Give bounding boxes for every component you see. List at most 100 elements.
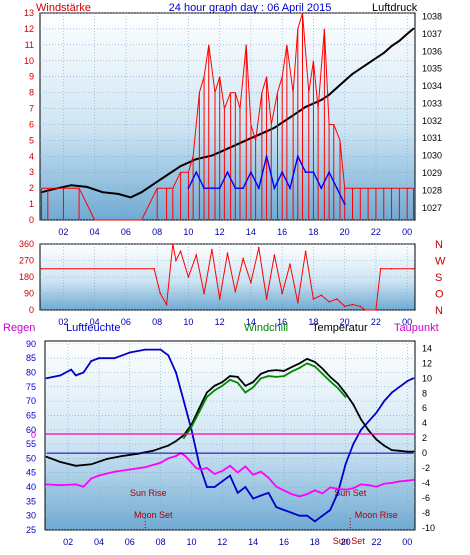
point-temperatur: [167, 444, 170, 447]
wind-speed-point: [320, 187, 323, 190]
direction-point: [179, 250, 182, 253]
wind-speed-point: [242, 187, 245, 190]
point-taupunkt: [229, 464, 231, 467]
compass-label: S: [435, 272, 442, 284]
temperature-tick-label: -8: [422, 508, 430, 518]
time-tick-label: 04: [94, 537, 104, 547]
time-tick-label: 14: [246, 317, 256, 327]
direction-point: [289, 263, 291, 265]
point-taupunkt: [406, 479, 409, 482]
direction-point: [343, 305, 346, 308]
pressure-point: [85, 186, 88, 188]
pressure-point: [406, 32, 409, 35]
pressure-tick-label: 1033: [422, 98, 442, 108]
wind-speed-point: [226, 171, 229, 174]
point-temperatur: [367, 429, 370, 432]
dewpoint-label: Taupunkt: [394, 322, 439, 334]
compass-label: O: [435, 289, 444, 301]
humidity-tick-label: 45: [26, 468, 36, 478]
annotation-label: Sun Set: [334, 488, 367, 498]
pressure-point: [101, 191, 104, 194]
point-luftfeuchte: [412, 377, 415, 380]
point-luftfeuchte: [74, 374, 77, 377]
temperature-tick-label: -2: [422, 463, 430, 473]
time-tick-label: 22: [371, 317, 381, 327]
time-tick-label: 04: [90, 227, 100, 237]
wind-speed-point: [335, 187, 338, 190]
wind-speed-point: [265, 155, 268, 158]
direction-point: [187, 276, 190, 278]
time-tick-label: 08: [152, 227, 162, 237]
pressure-tick-label: 1035: [422, 64, 442, 74]
wind-tick-label: 4: [29, 151, 34, 161]
wind-speed-point: [210, 187, 213, 190]
pressure-point: [382, 52, 385, 54]
humidity-tick-label: 75: [26, 382, 36, 392]
wind-speed-point: [250, 171, 252, 174]
temperature-tick-label: 4: [422, 418, 427, 428]
wind-tick-label: 2: [29, 183, 34, 193]
direction-point: [203, 292, 205, 295]
point-temperatur: [175, 440, 177, 443]
pressure-point: [70, 184, 73, 187]
point-taupunkt: [213, 473, 216, 475]
time-tick-label: 14: [246, 227, 256, 237]
point-temperatur: [244, 384, 247, 387]
temperature-tick-label: 10: [422, 373, 432, 383]
point-windchill: [344, 396, 347, 398]
chart-title: 24 hour graph day : 06 April 2015: [169, 2, 332, 14]
point-taupunkt: [252, 473, 255, 476]
point-luftfeuchte: [406, 380, 409, 382]
direction-point: [242, 257, 244, 260]
point-windchill: [321, 372, 324, 375]
point-taupunkt: [321, 492, 324, 495]
annotation-label: Sun Set: [333, 536, 366, 546]
pressure-tick-label: 1034: [422, 81, 442, 91]
point-taupunkt: [329, 486, 332, 489]
time-tick-label: 02: [58, 317, 68, 327]
pressure-tick-label: 1030: [422, 151, 442, 161]
wind-speed-point: [218, 187, 221, 190]
point-temperatur: [267, 369, 270, 372]
wind-speed-point: [203, 187, 205, 190]
wind-tick-label: 8: [29, 88, 34, 98]
compass-label: W: [435, 256, 446, 268]
time-tick-label: 18: [308, 317, 318, 327]
point-taupunkt: [199, 468, 202, 471]
point-temperatur: [252, 381, 255, 383]
series-line-windchill: [183, 362, 347, 439]
time-tick-label: 04: [90, 317, 100, 327]
pressure-tick-label: 1037: [422, 29, 442, 39]
humidity-panel-bg: [44, 340, 416, 531]
point-windchill: [229, 378, 231, 381]
point-taupunkt: [190, 461, 193, 464]
point-taupunkt: [113, 470, 116, 473]
point-luftfeuchte: [90, 360, 93, 362]
wind-speed-point: [289, 187, 291, 190]
point-taupunkt: [290, 493, 293, 496]
pressure-point: [412, 27, 415, 30]
point-windchill: [259, 377, 262, 380]
pressure-tick-label: 1029: [422, 168, 442, 178]
gust-series-line: [41, 12, 414, 221]
wind-tick-label: 0: [29, 215, 34, 225]
point-windchill: [205, 396, 208, 398]
point-taupunkt: [184, 455, 187, 457]
point-temperatur: [90, 463, 93, 466]
point-luftfeuchte: [375, 411, 378, 414]
header-left-label: Windstärke: [36, 2, 91, 14]
compass-label: N: [435, 305, 443, 317]
point-luftfeuchte: [175, 371, 177, 374]
point-luftfeuchte: [321, 514, 324, 517]
point-taupunkt: [128, 468, 131, 471]
point-luftfeuchte: [198, 463, 201, 466]
point-temperatur: [45, 455, 48, 458]
direction-point: [351, 303, 354, 306]
point-luftfeuchte: [113, 357, 116, 360]
wind-speed-point: [312, 171, 315, 174]
point-taupunkt: [195, 467, 197, 469]
point-luftfeuchte: [313, 520, 316, 523]
point-luftfeuchte: [128, 351, 131, 354]
point-luftfeuchte: [298, 514, 301, 517]
